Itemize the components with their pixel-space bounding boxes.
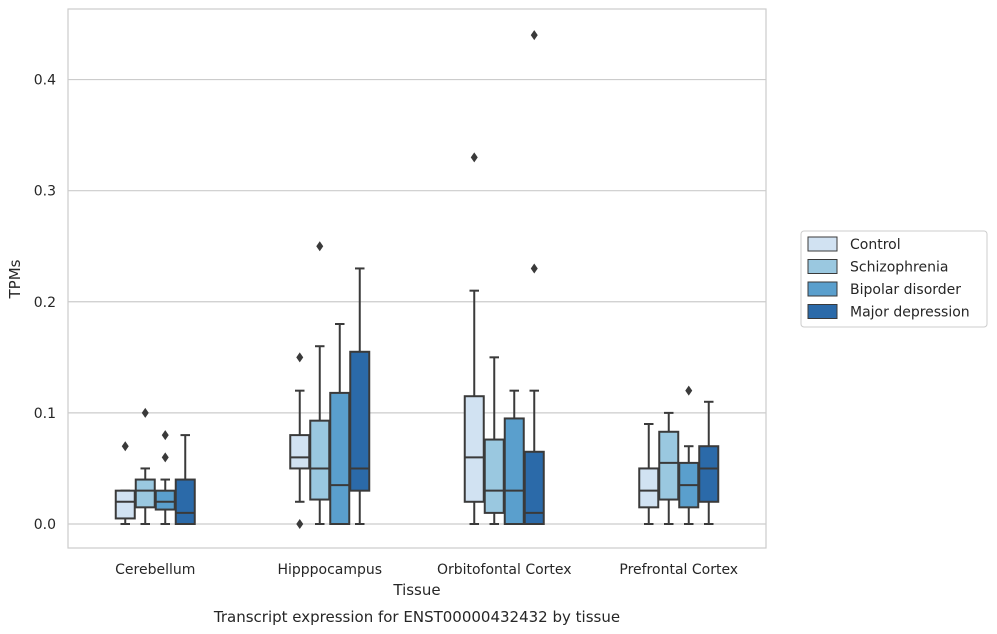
- outlier-point: [685, 385, 693, 396]
- y-tick-label: 0.4: [34, 73, 56, 89]
- box-major-depression: [349, 267, 371, 525]
- box-bipolar-disorder: [329, 323, 351, 525]
- box-iqr: [698, 445, 720, 503]
- box-bipolar-disorder: [678, 385, 700, 525]
- outlier-point: [161, 452, 169, 463]
- outlier-point: [161, 430, 169, 441]
- y-tick-label: 0.0: [34, 517, 56, 533]
- outlier-point: [530, 263, 538, 274]
- box-iqr: [329, 391, 351, 525]
- box-iqr: [349, 350, 371, 492]
- legend-swatch: [807, 259, 838, 274]
- box-control: [289, 352, 311, 529]
- outlier-point: [530, 30, 538, 41]
- legend-frame: [800, 230, 988, 328]
- box-schizophrenia: [309, 241, 331, 525]
- box-iqr: [309, 419, 331, 501]
- x-tick-label: Cerebellum: [115, 562, 195, 578]
- x-tick-label: Prefrontal Cortex: [619, 562, 738, 578]
- legend-label: Major depression: [850, 305, 970, 321]
- outlier-point: [121, 441, 129, 452]
- outlier-point: [316, 241, 324, 252]
- box-iqr: [463, 395, 485, 503]
- box-bipolar-disorder: [503, 389, 525, 525]
- legend: Control Schizophrenia Bipolar disorder Majo…: [800, 230, 988, 328]
- box-control: [114, 441, 136, 525]
- outlier-point: [296, 519, 304, 529]
- legend-swatch: [807, 281, 838, 297]
- legend-label: Bipolar disorder: [850, 282, 961, 298]
- legend-swatch: [807, 304, 838, 319]
- legend-swatch: [807, 236, 838, 252]
- box-iqr: [134, 478, 156, 509]
- x-tick-labels: Cerebellum Hipppocampus Orbitofontal Corte…: [115, 562, 738, 578]
- box-iqr: [503, 417, 525, 525]
- box-iqr: [289, 434, 311, 470]
- box-bipolar-disorder: [154, 430, 176, 525]
- box-iqr: [174, 478, 196, 525]
- x-axis-label: Tissue: [392, 581, 440, 599]
- box-schizophrenia: [658, 411, 680, 525]
- box-control: [463, 152, 485, 525]
- x-tick-label: Hipppocampus: [277, 562, 382, 578]
- box-schizophrenia: [483, 356, 505, 525]
- box-major-depression: [698, 400, 720, 525]
- y-tick-label: 0.2: [34, 295, 56, 311]
- y-tick-label: 0.3: [34, 184, 56, 200]
- y-tick-labels: 0.0 0.1 0.2 0.3 0.4: [34, 73, 56, 533]
- box-control: [638, 423, 660, 525]
- box-major-depression: [174, 434, 196, 525]
- box-major-depression: [523, 30, 545, 525]
- chart-caption: Transcript expression for ENST0000043243…: [213, 608, 620, 626]
- box-iqr: [638, 467, 660, 509]
- x-tick-label: Orbitofontal Cortex: [437, 562, 572, 578]
- box-iqr: [523, 450, 545, 525]
- y-tick-label: 0.1: [34, 406, 56, 422]
- box-iqr: [658, 430, 680, 501]
- box-schizophrenia: [134, 407, 156, 525]
- outlier-point: [141, 407, 149, 418]
- legend-label: Control: [850, 237, 901, 253]
- outlier-point: [296, 352, 304, 363]
- boxes: [114, 30, 720, 529]
- box-iqr: [114, 489, 136, 520]
- outlier-point: [470, 152, 478, 163]
- y-axis-label: TPMs: [6, 259, 24, 299]
- box-iqr: [483, 438, 505, 514]
- box-iqr: [154, 489, 176, 511]
- plot-frame: [67, 8, 767, 549]
- legend-label: Schizophrenia: [850, 260, 948, 276]
